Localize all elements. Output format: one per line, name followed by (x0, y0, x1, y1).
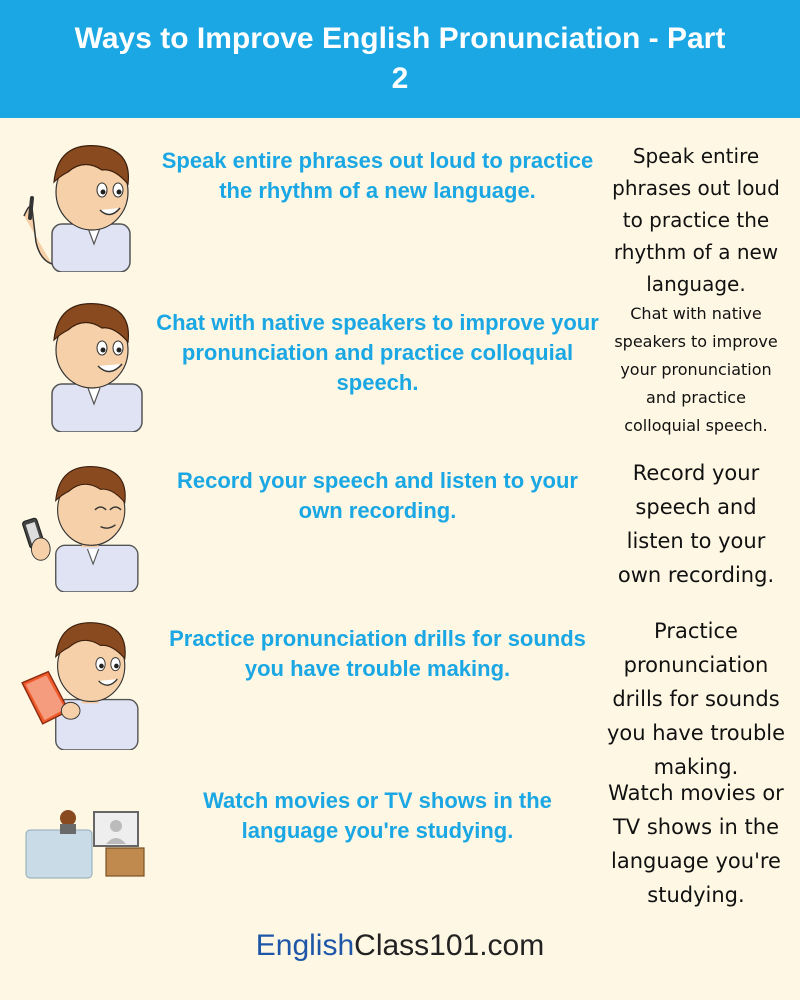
tip-main-text: Watch movies or TV shows in the language… (203, 788, 552, 843)
brand-name-part1: English (255, 929, 355, 962)
page-title: Ways to Improve English Pronunciation - … (74, 22, 726, 95)
tip-row-5: Watch movies or TV shows in the language… (0, 772, 800, 922)
tip-main-text: Speak entire phrases out loud to practic… (161, 148, 594, 203)
tip-row-4: Practice pronunciation drills for sounds… (0, 610, 800, 779)
tip-row-1: Speak entire phrases out loud to practic… (0, 132, 800, 296)
boy-with-phone-illustration (22, 466, 139, 592)
tip-main-text: Chat with native speakers to improve you… (156, 310, 599, 395)
boy-reading-book-illustration (21, 622, 139, 750)
tip-side-text: Record your speech and listen to your ow… (617, 461, 775, 587)
tip-side-text: Speak entire phrases out loud to practic… (612, 144, 780, 296)
tip-main-text: Record your speech and listen to your ow… (177, 468, 578, 523)
header-banner: Ways to Improve English Pronunciation - … (0, 0, 800, 118)
tip-row-3: Record your speech and listen to your ow… (0, 452, 800, 602)
boy-chatting-illustration (51, 303, 143, 432)
watching-tv-illustration (25, 810, 145, 879)
tip-side-text: Practice pronunciation drills for sounds… (606, 619, 786, 779)
tip-side-text: Chat with native speakers to improve you… (614, 304, 778, 435)
tip-row-2: Chat with native speakers to improve you… (0, 292, 800, 442)
brand-name-part2: Class101.com (354, 929, 545, 962)
brand-footer: EnglishClass101.com (0, 926, 800, 966)
tip-side-text: Watch movies or TV shows in the language… (608, 781, 784, 907)
tip-main-text: Practice pronunciation drills for sounds… (169, 626, 586, 681)
boy-pointing-illustration (23, 145, 131, 272)
